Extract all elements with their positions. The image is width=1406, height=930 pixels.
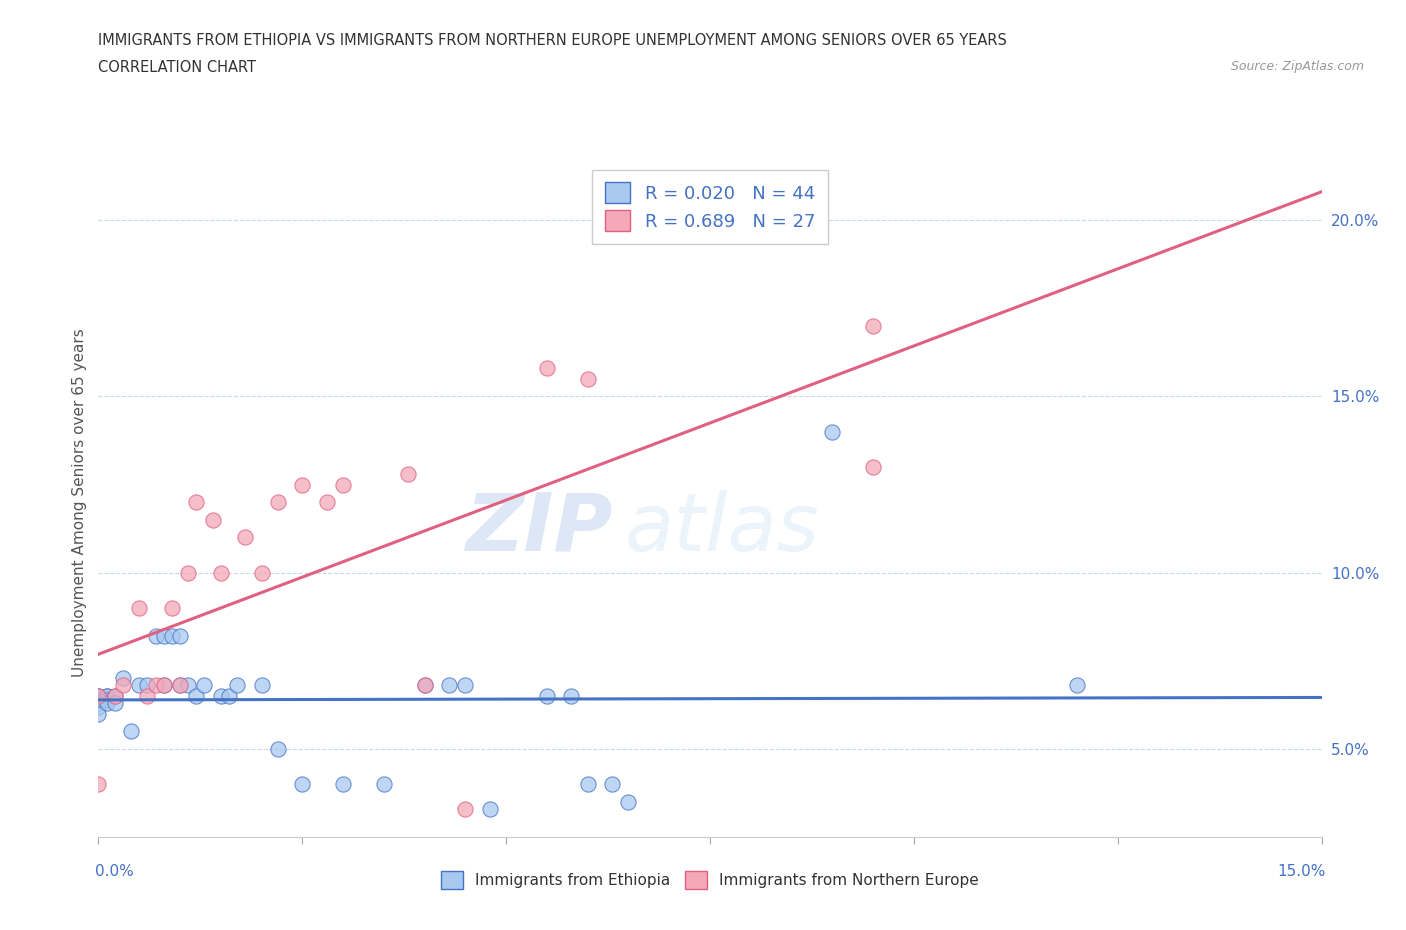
Point [87, 699, 110, 714]
Point [111, 678, 134, 693]
Point [617, 794, 640, 809]
Point [209, 565, 232, 580]
Point [373, 777, 395, 791]
Point [218, 688, 240, 703]
Point [169, 678, 191, 693]
Point [267, 741, 290, 756]
Point [186, 495, 208, 510]
Text: IMMIGRANTS FROM ETHIOPIA VS IMMIGRANTS FROM NORTHERN EUROPE UNEMPLOYMENT AMONG S: IMMIGRANTS FROM ETHIOPIA VS IMMIGRANTS F… [98, 33, 1007, 47]
Point [160, 601, 183, 616]
Text: Source: ZipAtlas.com: Source: ZipAtlas.com [1230, 60, 1364, 73]
Point [128, 601, 150, 616]
Point [87, 688, 110, 703]
Text: ZIP: ZIP [465, 490, 612, 568]
Point [169, 678, 191, 693]
Point [87, 688, 110, 703]
Text: CORRELATION CHART: CORRELATION CHART [98, 60, 256, 75]
Point [1066, 678, 1088, 693]
Point [413, 678, 436, 693]
Point [136, 678, 159, 693]
Point [96, 688, 118, 703]
Point [152, 629, 174, 644]
Point [136, 688, 159, 703]
Point [250, 565, 273, 580]
Point [478, 802, 501, 817]
Point [186, 688, 208, 703]
Point [332, 777, 354, 791]
Point [152, 678, 174, 693]
Point [128, 678, 150, 693]
Point [104, 688, 127, 703]
Point [250, 678, 273, 693]
Point [145, 678, 167, 693]
Point [291, 477, 314, 492]
Point [600, 777, 623, 791]
Point [87, 692, 110, 707]
Point [96, 696, 118, 711]
Point [152, 678, 174, 693]
Point [87, 777, 110, 791]
Text: atlas: atlas [624, 490, 820, 568]
Point [87, 688, 110, 703]
Point [96, 688, 118, 703]
Point [177, 565, 200, 580]
Point [145, 629, 167, 644]
Point [233, 530, 256, 545]
Point [862, 319, 884, 334]
Point [821, 424, 844, 439]
Point [209, 688, 232, 703]
Point [536, 361, 558, 376]
Text: 0.0%: 0.0% [94, 864, 134, 879]
Point [111, 671, 134, 685]
Point [177, 678, 200, 693]
Point [454, 678, 477, 693]
Point [120, 724, 142, 738]
Point [169, 629, 191, 644]
Point [87, 706, 110, 721]
Point [87, 696, 110, 711]
Text: 15.0%: 15.0% [1277, 864, 1326, 879]
Point [267, 495, 290, 510]
Point [104, 696, 127, 711]
Legend: Immigrants from Ethiopia, Immigrants from Northern Europe: Immigrants from Ethiopia, Immigrants fro… [433, 863, 987, 897]
Point [576, 777, 599, 791]
Point [536, 688, 558, 703]
Point [291, 777, 314, 791]
Point [396, 467, 419, 482]
Point [193, 678, 215, 693]
Point [332, 477, 354, 492]
Y-axis label: Unemployment Among Seniors over 65 years: Unemployment Among Seniors over 65 years [72, 328, 87, 677]
Point [96, 692, 118, 707]
Point [413, 678, 436, 693]
Point [454, 802, 477, 817]
Point [160, 629, 183, 644]
Point [201, 512, 224, 527]
Point [862, 459, 884, 474]
Point [437, 678, 460, 693]
Point [226, 678, 249, 693]
Point [560, 688, 582, 703]
Point [576, 371, 599, 386]
Point [104, 688, 127, 703]
Point [315, 495, 337, 510]
